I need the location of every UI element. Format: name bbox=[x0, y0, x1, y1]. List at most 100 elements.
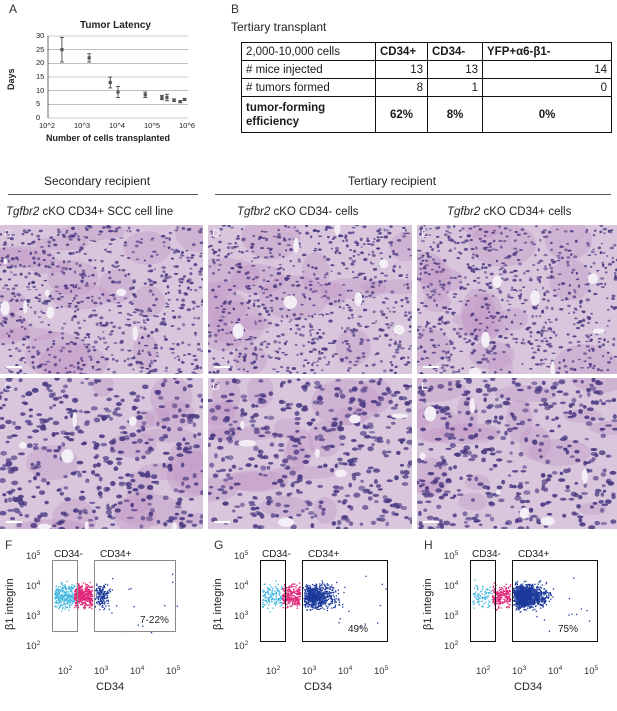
nucleus bbox=[200, 469, 203, 473]
nucleus bbox=[30, 233, 34, 236]
nucleus bbox=[447, 358, 451, 362]
nucleus bbox=[194, 372, 198, 374]
nucleus bbox=[524, 499, 531, 504]
nucleus bbox=[38, 293, 42, 297]
nucleus bbox=[511, 484, 517, 489]
nucleus bbox=[222, 348, 225, 352]
nucleus bbox=[100, 356, 105, 359]
scale-bar bbox=[6, 521, 22, 523]
event-dot bbox=[59, 597, 61, 599]
nucleus bbox=[599, 230, 603, 234]
event-dot bbox=[63, 603, 65, 605]
nucleus bbox=[105, 409, 112, 413]
nucleus bbox=[489, 315, 493, 318]
event-dot bbox=[54, 602, 56, 604]
nucleus bbox=[334, 250, 337, 255]
nucleus bbox=[514, 382, 521, 387]
event-dot bbox=[288, 596, 290, 598]
nucleus bbox=[292, 313, 297, 317]
nucleus bbox=[459, 281, 462, 284]
nucleus bbox=[45, 360, 51, 363]
nucleus bbox=[0, 322, 4, 326]
event-dot bbox=[84, 604, 87, 606]
nucleus bbox=[527, 385, 532, 390]
nucleus bbox=[277, 341, 281, 344]
event-dot bbox=[80, 601, 83, 604]
nucleus bbox=[441, 320, 444, 324]
nucleus bbox=[199, 254, 203, 258]
nucleus bbox=[463, 276, 467, 279]
gate-label-positive: CD34+ bbox=[100, 549, 132, 560]
nucleus bbox=[387, 231, 392, 235]
nucleus bbox=[75, 426, 79, 431]
nucleus bbox=[566, 264, 570, 267]
nucleus bbox=[250, 506, 256, 510]
panel-label-d: D bbox=[212, 228, 220, 240]
event-dot bbox=[171, 573, 174, 575]
nucleus bbox=[200, 398, 203, 403]
event-dot bbox=[96, 584, 98, 587]
event-dot bbox=[57, 604, 60, 606]
nucleus bbox=[183, 354, 186, 357]
event-dot bbox=[278, 592, 280, 595]
nucleus bbox=[471, 498, 475, 502]
event-dot bbox=[62, 588, 64, 590]
event-dot bbox=[79, 603, 82, 606]
event-dot bbox=[55, 597, 57, 599]
nucleus bbox=[170, 325, 175, 327]
nucleus bbox=[552, 294, 558, 297]
nucleus bbox=[556, 255, 561, 257]
nucleus bbox=[149, 283, 154, 286]
nucleus bbox=[527, 326, 532, 329]
nucleus bbox=[418, 386, 423, 390]
nucleus bbox=[104, 248, 107, 251]
event-dot bbox=[96, 596, 99, 598]
nucleus bbox=[464, 303, 468, 306]
event-dot bbox=[277, 600, 279, 602]
event-dot bbox=[318, 586, 321, 588]
nucleus bbox=[519, 420, 526, 426]
nucleus bbox=[228, 392, 235, 397]
event-dot bbox=[106, 595, 108, 597]
nucleus bbox=[42, 249, 46, 253]
nucleus bbox=[321, 368, 324, 372]
nucleus bbox=[27, 229, 32, 232]
nucleus bbox=[311, 266, 315, 269]
nucleus bbox=[286, 366, 290, 370]
nucleus bbox=[193, 433, 197, 439]
nucleus bbox=[135, 491, 140, 496]
nucleus bbox=[11, 233, 16, 236]
nucleus bbox=[435, 226, 439, 230]
event-dot bbox=[73, 600, 75, 603]
event-dot bbox=[269, 584, 271, 586]
nucleus bbox=[116, 461, 122, 466]
nucleus bbox=[585, 298, 591, 302]
nucleus bbox=[162, 462, 166, 468]
nucleus bbox=[73, 314, 78, 319]
nucleus bbox=[509, 412, 514, 416]
nucleus bbox=[560, 299, 565, 302]
event-dot bbox=[176, 605, 178, 607]
nucleus bbox=[613, 243, 617, 247]
nucleus bbox=[386, 297, 390, 301]
nucleus bbox=[365, 325, 370, 328]
nucleus bbox=[115, 457, 123, 461]
event-dot bbox=[86, 584, 89, 586]
event-dot bbox=[83, 591, 85, 593]
nucleus bbox=[589, 333, 593, 337]
nucleus bbox=[67, 236, 71, 239]
event-dot bbox=[100, 592, 103, 594]
event-dot bbox=[328, 596, 330, 598]
nucleus bbox=[232, 285, 237, 288]
nucleus bbox=[346, 289, 350, 292]
nucleus bbox=[569, 367, 574, 371]
stroma-patch bbox=[544, 225, 593, 260]
nucleus bbox=[110, 448, 116, 453]
nucleus bbox=[233, 339, 237, 342]
panel-label-c: C bbox=[4, 228, 12, 240]
nucleus bbox=[114, 508, 121, 513]
nucleus bbox=[559, 471, 564, 476]
nucleus bbox=[569, 253, 573, 256]
nucleus bbox=[524, 241, 528, 244]
nucleus bbox=[515, 290, 519, 292]
